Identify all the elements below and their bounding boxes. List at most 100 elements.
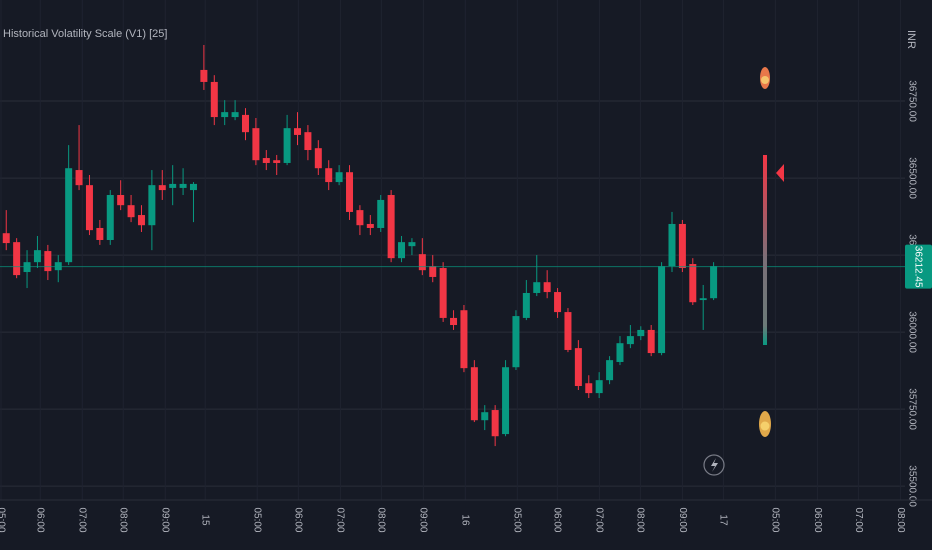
candle-body <box>678 223 686 269</box>
x-tick-label: 06:00 <box>552 507 563 532</box>
candle-body <box>127 205 135 218</box>
candle-body <box>470 367 478 421</box>
y-tick-label: 36750.00 <box>906 80 917 122</box>
cool-icon-face <box>760 421 770 431</box>
candle-body <box>325 168 333 183</box>
grid <box>0 0 905 500</box>
candle-body <box>294 128 302 135</box>
candle-body <box>658 266 666 354</box>
candle-body <box>377 199 385 228</box>
indicator-title: Historical Volatility Scale (V1) [25] <box>3 28 167 40</box>
x-tick-label: 06:00 <box>293 507 304 532</box>
candle-body <box>356 210 364 226</box>
candle-body <box>543 282 551 293</box>
candle-body <box>304 132 312 151</box>
candle-body <box>33 250 41 263</box>
candles <box>0 44 905 447</box>
candle-body <box>398 242 406 259</box>
x-tick-label: 05:00 <box>0 507 6 532</box>
x-tick-label: 08:00 <box>895 507 906 532</box>
candle-body <box>533 282 541 293</box>
candle-body <box>2 233 10 244</box>
volatility-pointer <box>776 164 784 182</box>
candle-body <box>189 183 197 191</box>
last-price-label: 36212.45 <box>912 246 923 288</box>
y-tick-label: 36500.00 <box>906 157 917 199</box>
candle-body <box>231 112 239 118</box>
x-tick-label: 17 <box>718 514 729 526</box>
y-tick-label: 35750.00 <box>906 388 917 430</box>
candle-body <box>595 380 603 394</box>
candle-body <box>221 112 229 118</box>
candle-body <box>450 317 458 326</box>
candle-body <box>699 298 707 301</box>
candle-body <box>689 264 697 303</box>
x-tick-label: 06:00 <box>35 507 46 532</box>
volatility-bar <box>763 155 767 345</box>
candle-body <box>418 254 426 271</box>
candle-body <box>148 185 156 226</box>
candle-body <box>585 383 593 394</box>
candle-body <box>283 128 291 163</box>
candle-body <box>65 168 73 263</box>
candle-body <box>502 367 510 435</box>
candle-body <box>262 158 270 163</box>
y-tick-label: 36000.00 <box>906 311 917 353</box>
candle-body <box>647 329 655 354</box>
candle-body <box>96 227 104 240</box>
last-price-badge <box>905 244 932 289</box>
candle-body <box>273 160 281 163</box>
x-tick-label: 05:00 <box>512 507 523 532</box>
candle-body <box>512 316 520 368</box>
candle-body <box>169 183 177 188</box>
candle-body <box>710 266 718 299</box>
candle-body <box>606 360 614 381</box>
x-tick-label: 07:00 <box>853 507 864 532</box>
x-tick-label: 07:00 <box>335 507 346 532</box>
x-tick-label: 09:00 <box>418 507 429 532</box>
x-tick-label: 06:00 <box>812 507 823 532</box>
x-tick-label: 09:00 <box>677 507 688 532</box>
candle-body <box>13 242 21 276</box>
x-tick-label: 08:00 <box>118 507 129 532</box>
candle-body <box>481 412 489 421</box>
x-tick-label: 07:00 <box>77 507 88 532</box>
x-tick-label: 15 <box>200 514 211 526</box>
candle-body <box>626 336 634 345</box>
candle-body <box>346 172 354 212</box>
x-tick-label: 16 <box>460 514 471 526</box>
candle-body <box>158 185 166 191</box>
axis-unit: INR <box>905 30 917 49</box>
x-tick-label: 08:00 <box>376 507 387 532</box>
event-icon[interactable] <box>703 454 725 476</box>
candle-body <box>439 268 447 318</box>
x-tick-label: 05:00 <box>252 507 263 532</box>
x-tick-label: 05:00 <box>770 507 781 532</box>
candle-body <box>491 410 499 437</box>
candle-body <box>75 170 83 186</box>
candle-body <box>252 128 260 161</box>
candle-body <box>200 69 208 82</box>
x-tick-label: 08:00 <box>635 507 646 532</box>
candle-body <box>574 348 582 387</box>
event-bolt <box>711 458 718 472</box>
candle-body <box>616 343 624 362</box>
x-tick-label: 09:00 <box>160 507 171 532</box>
x-tick-label: 07:00 <box>594 507 605 532</box>
candle-body <box>314 148 322 169</box>
candle-body <box>637 329 645 337</box>
candle-body <box>564 312 572 350</box>
hot-icon-face <box>761 76 769 84</box>
candle-body <box>335 172 343 183</box>
candle-body <box>137 215 145 226</box>
indicator <box>703 67 784 476</box>
candle-body <box>179 183 187 188</box>
candle-body <box>44 251 52 272</box>
candle-body <box>241 114 249 133</box>
candle-body <box>460 310 468 369</box>
candle-body <box>668 223 676 267</box>
candle-body <box>210 81 218 118</box>
candle-body <box>429 266 437 277</box>
